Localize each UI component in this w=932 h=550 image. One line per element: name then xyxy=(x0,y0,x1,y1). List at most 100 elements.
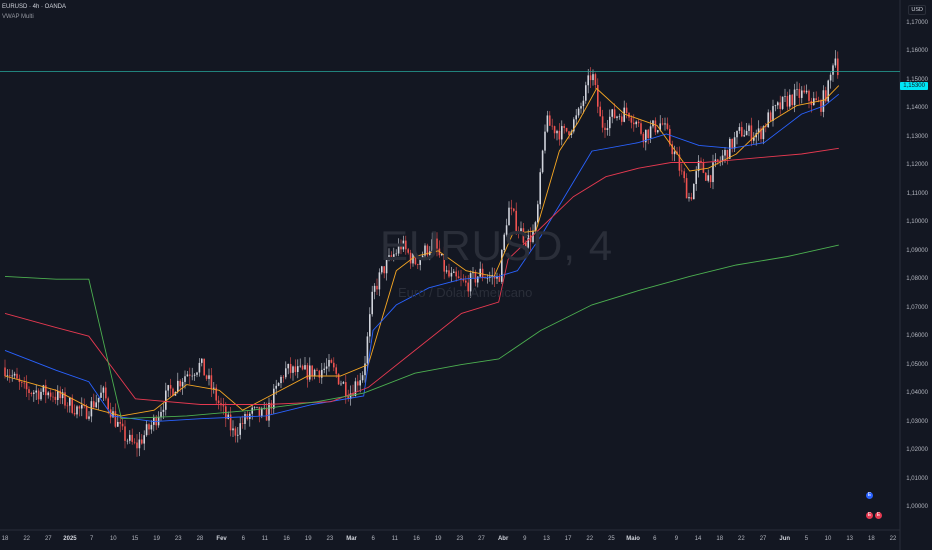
price-tick: 1,01000 xyxy=(906,475,928,482)
candle-body xyxy=(251,407,253,414)
candle-body xyxy=(177,380,179,392)
candle-body xyxy=(541,150,544,173)
candle-body xyxy=(4,367,6,377)
candle-body xyxy=(150,424,153,430)
candle-body xyxy=(335,367,337,374)
candle-body xyxy=(282,376,285,378)
candle-body xyxy=(501,250,503,282)
candle-body xyxy=(551,125,553,127)
time-tick: Mar xyxy=(346,536,357,542)
candle-body xyxy=(815,98,817,101)
candle-body xyxy=(311,365,313,377)
time-tick: 23 xyxy=(456,536,464,542)
price-tick: 1,09000 xyxy=(906,247,928,254)
candle-body xyxy=(9,375,11,377)
candle-body xyxy=(131,434,133,442)
price-tick: 1,05000 xyxy=(906,361,928,368)
candle-body xyxy=(546,115,549,132)
candle-body xyxy=(505,225,508,235)
indicator-label[interactable]: VWAP Multi xyxy=(2,14,34,20)
candle-body xyxy=(760,128,762,140)
candle-body xyxy=(201,358,203,363)
candle-body xyxy=(664,123,666,125)
candle-body xyxy=(786,96,789,107)
candle-body xyxy=(733,137,736,149)
event-badge[interactable]: E xyxy=(866,512,873,519)
candle-body xyxy=(40,391,42,400)
candle-body xyxy=(400,244,402,250)
symbol-header[interactable]: EURUSD · 4h · OANDA xyxy=(2,4,67,10)
candle-body xyxy=(373,285,376,292)
candle-body xyxy=(762,126,765,140)
candle-body xyxy=(112,411,114,418)
candle-body xyxy=(779,102,781,109)
time-tick: 16 xyxy=(283,536,290,542)
candle-body xyxy=(342,382,345,384)
candle-body xyxy=(445,270,448,272)
candle-body xyxy=(239,423,241,435)
event-badge[interactable]: E xyxy=(866,492,873,499)
candle-body xyxy=(750,125,753,141)
candle-body xyxy=(431,239,433,252)
candle-body xyxy=(117,421,119,427)
candle-body xyxy=(561,126,563,140)
price-tick: 1,00000 xyxy=(906,504,928,510)
price-tick: 1,13000 xyxy=(906,133,928,140)
candle-body xyxy=(59,390,61,399)
candle-body xyxy=(705,172,707,181)
candle-body xyxy=(522,228,525,243)
candle-body xyxy=(210,375,213,389)
currency-label[interactable]: USD xyxy=(908,5,926,15)
candle-body xyxy=(568,131,570,135)
candle-body xyxy=(424,245,426,256)
candle-body xyxy=(33,392,35,394)
candle-body xyxy=(532,230,534,243)
candle-body xyxy=(520,228,522,232)
candle-body xyxy=(318,370,321,378)
candle-body xyxy=(649,126,652,139)
candle-body xyxy=(328,360,330,367)
time-tick: 19 xyxy=(153,536,160,542)
candle-body xyxy=(697,160,700,172)
candle-body xyxy=(729,138,731,159)
candle-body xyxy=(397,244,400,254)
candle-body xyxy=(549,115,551,126)
candle-body xyxy=(304,365,306,370)
candle-body xyxy=(145,424,148,436)
vwap-line xyxy=(4,93,840,423)
vwap-lines xyxy=(4,85,840,423)
candle-body xyxy=(700,160,702,163)
candle-body xyxy=(366,336,369,364)
candle-body xyxy=(741,127,743,137)
candle-body xyxy=(661,123,664,125)
candle-body xyxy=(292,366,294,373)
candle-body xyxy=(553,126,556,134)
time-tick: 6 xyxy=(371,536,375,542)
current-price-label: 1,15300 xyxy=(900,82,928,90)
time-tick: 9 xyxy=(674,536,679,542)
candle-body xyxy=(83,405,85,407)
candle-body xyxy=(793,89,796,106)
candle-body xyxy=(393,254,395,258)
candle-body xyxy=(57,390,59,401)
event-badge[interactable]: E xyxy=(875,512,882,519)
candle-body xyxy=(801,90,803,98)
candle-body xyxy=(169,385,172,389)
candle-body xyxy=(181,381,184,387)
candle-body xyxy=(361,375,364,381)
time-tick: 2025 xyxy=(63,536,77,542)
candle-body xyxy=(657,130,659,133)
candle-body xyxy=(309,365,311,380)
candle-body xyxy=(261,408,263,417)
candle-body xyxy=(825,90,827,102)
candle-body xyxy=(417,264,419,265)
candle-body xyxy=(829,74,832,81)
candle-body xyxy=(258,406,261,417)
candle-body xyxy=(321,369,323,378)
candle-body xyxy=(666,123,669,129)
candle-body xyxy=(172,388,174,396)
candle-body xyxy=(479,268,481,277)
candle-body xyxy=(455,271,457,277)
candle-body xyxy=(227,414,229,419)
